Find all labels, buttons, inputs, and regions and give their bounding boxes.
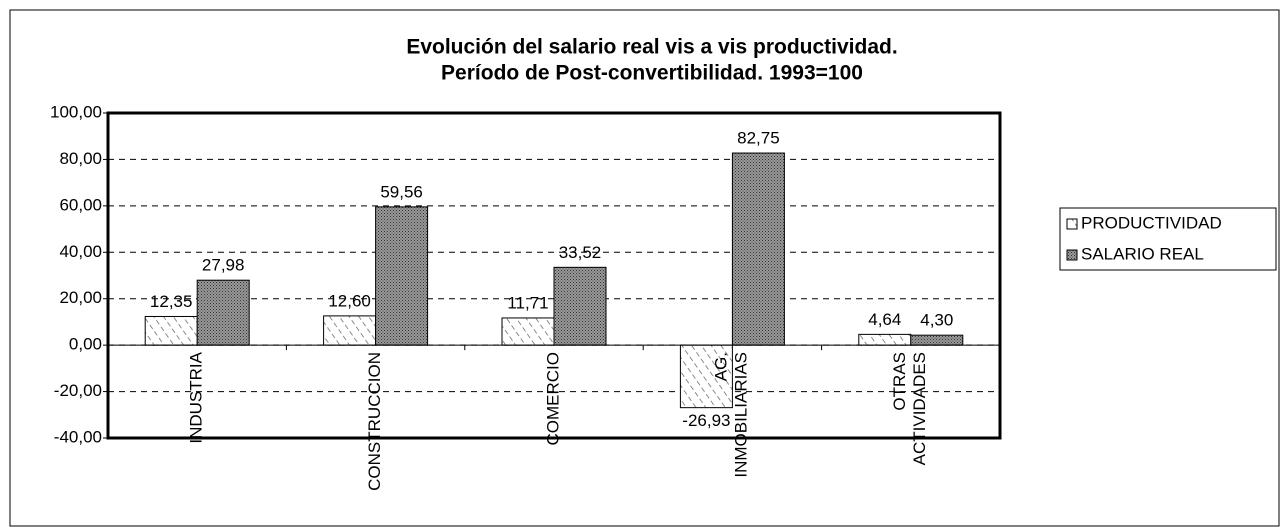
- data-label: 12,60: [328, 291, 371, 310]
- chart-title: Evolución del salario real vis a vis pro…: [406, 36, 897, 59]
- data-label: 12,35: [150, 292, 193, 311]
- y-tick-label: 60,00: [59, 195, 102, 214]
- x-tick-label-line: OTRAS: [890, 352, 909, 411]
- bar: [679, 344, 733, 409]
- bar: [501, 317, 555, 346]
- x-tick-label: COMERCIO: [543, 352, 562, 446]
- data-label: 4,30: [920, 311, 953, 330]
- y-tick-label: 20,00: [59, 288, 102, 307]
- y-tick-label: -20,00: [54, 381, 102, 400]
- data-label: -26,93: [682, 411, 730, 430]
- bar: [196, 279, 250, 346]
- legend-label: PRODUCTIVIDAD: [1081, 213, 1222, 232]
- data-label: 4,64: [868, 310, 901, 329]
- bar: [375, 206, 429, 346]
- x-tick-label: AG.INMOBILIARIAS: [712, 352, 751, 478]
- legend-swatch: [1066, 249, 1078, 261]
- bar: [553, 266, 607, 346]
- chart-subtitle: Período de Post-convertibilidad. 1993=10…: [441, 62, 863, 85]
- bar: [323, 315, 377, 346]
- x-tick-label-line: ACTIVIDADES: [910, 352, 929, 465]
- data-label: 33,52: [559, 243, 602, 262]
- y-tick-label: -40,00: [54, 427, 102, 446]
- legend-swatch: [1066, 218, 1078, 230]
- y-tick-label: 0,00: [69, 335, 102, 354]
- data-label: 27,98: [202, 256, 245, 275]
- plot-border: [106, 111, 1002, 440]
- bar: [144, 315, 198, 346]
- x-tick-label: INDUSTRIA: [187, 351, 206, 443]
- data-label: 82,75: [737, 129, 780, 148]
- data-label: 11,71: [507, 293, 548, 312]
- y-tick-label: 80,00: [59, 149, 102, 168]
- bar: [910, 334, 964, 346]
- bar: [731, 152, 785, 346]
- data-label: 59,56: [380, 182, 423, 201]
- legend-label: SALARIO REAL: [1081, 244, 1204, 263]
- x-tick-label-line: AG.: [712, 352, 731, 381]
- x-tick-label-line: INMOBILIARIAS: [732, 352, 751, 478]
- bar: [858, 333, 912, 346]
- legend-box: [1059, 207, 1277, 271]
- y-tick-label: 100,00: [50, 102, 102, 121]
- y-tick-label: 40,00: [59, 242, 102, 261]
- x-tick-label: CONSTRUCCION: [365, 352, 384, 491]
